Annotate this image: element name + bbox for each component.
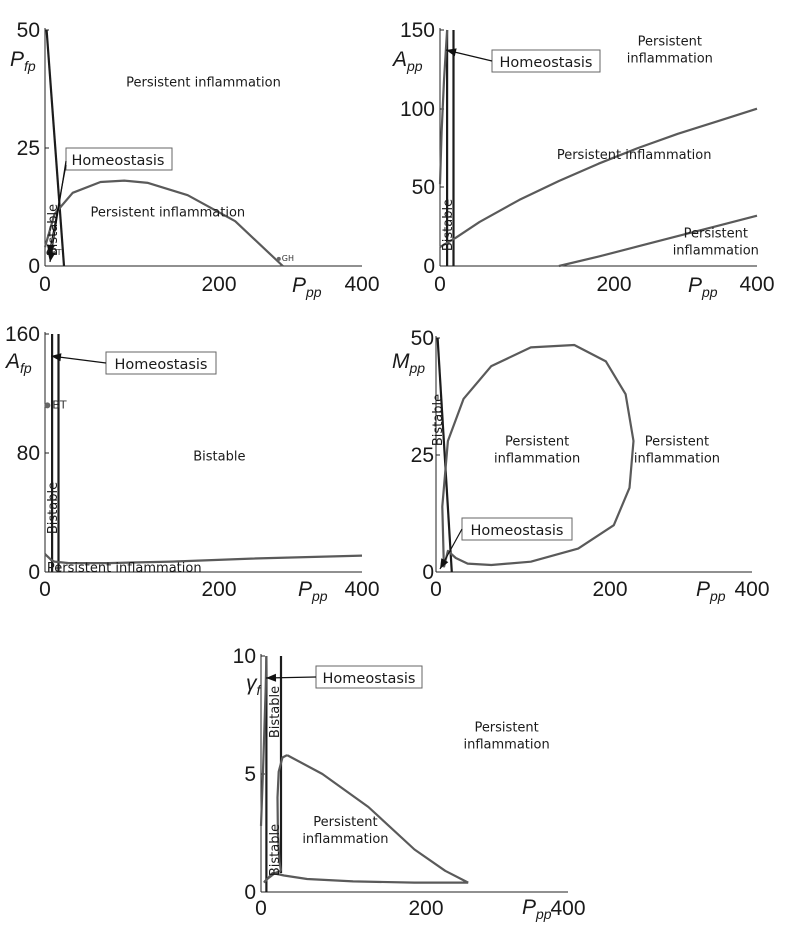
x-tick-label: 400 (550, 897, 585, 920)
y-tick-label: 50 (17, 19, 40, 42)
y-axis-label: γf (246, 672, 263, 698)
region-label: Persistent inflammation (627, 35, 713, 67)
y-tick-label: 5 (244, 763, 256, 786)
x-tick-label: 0 (434, 273, 446, 296)
series-line (436, 337, 453, 573)
region-label: Persistent inflammation (91, 205, 246, 220)
y-tick-label: 0 (244, 881, 256, 904)
region-label: Persistent inflammation (634, 435, 720, 467)
y-tick-label: 25 (411, 444, 434, 467)
y-axis-label: App (391, 48, 423, 74)
series-line (558, 214, 758, 268)
series-line (276, 754, 288, 871)
series-line (259, 655, 268, 826)
y-tick-label: 50 (412, 176, 435, 199)
y-tick-label: 50 (411, 327, 434, 350)
x-tick-label: 200 (596, 273, 631, 296)
x-tick-label: 200 (408, 897, 443, 920)
y-tick-label: 0 (28, 255, 40, 278)
series-line (44, 553, 363, 565)
bistable-label: Bistable (268, 824, 283, 876)
chart-panel-4: 0 25 50 0 200 400 Mpp Ppp Persistent inflammation… (392, 327, 770, 604)
region-label: Persistent inflammation (302, 815, 388, 847)
bifurcation-point (44, 402, 51, 409)
arrowhead (446, 48, 457, 57)
homeostasis-arrow (48, 164, 67, 256)
y-axis-label: Pfp (10, 48, 36, 74)
bifurcation-point-label: BT (51, 248, 61, 257)
bistable-label: Bistable (441, 199, 456, 251)
x-tick-label: 400 (734, 578, 769, 601)
y-tick-label: 25 (17, 137, 40, 160)
chart-panel-5: 0 5 10 0 200 400 γf Ppp Persistent inflammation Pe… (233, 645, 586, 922)
bistable-label: Bistable (46, 482, 61, 534)
y-tick-label: 0 (28, 561, 40, 584)
y-tick-label: 0 (423, 255, 435, 278)
x-axis-label: Ppp (522, 896, 552, 922)
x-axis-label: Ppp (298, 578, 328, 604)
chart-panel-1: 0 25 50 0 200 400 Pfp Ppp BT GH Persistent inflamm… (10, 19, 380, 300)
arrowhead (440, 558, 449, 569)
arrowhead (46, 244, 55, 255)
x-tick-label: 400 (344, 578, 379, 601)
bifurcation-point (276, 256, 281, 261)
homeostasis-label: Homeostasis (471, 523, 564, 539)
x-tick-label: 200 (201, 273, 236, 296)
x-tick-label: 0 (430, 578, 442, 601)
x-tick-label: 200 (201, 578, 236, 601)
arrowhead (51, 353, 62, 362)
series-line (45, 29, 66, 267)
region-label: Bistable (193, 449, 245, 464)
bistable-label: Bistable (431, 394, 446, 446)
y-tick-label: 150 (400, 19, 435, 42)
homeostasis-label: Homeostasis (72, 153, 165, 169)
x-tick-label: 200 (592, 578, 627, 601)
series-line (438, 29, 449, 185)
y-axis-label: Afp (4, 350, 32, 376)
region-label: Persistent inflammation (126, 76, 281, 91)
y-tick-label: 160 (5, 323, 40, 346)
homeostasis-label: Homeostasis (115, 357, 208, 373)
x-tick-label: 0 (39, 273, 51, 296)
bifurcation-point-label: BT (52, 398, 67, 411)
region-label: Persistent inflammation (47, 561, 202, 576)
y-axis-label: Mpp (392, 350, 425, 376)
x-tick-label: 0 (255, 897, 267, 920)
homeostasis-callout-box (65, 147, 173, 171)
series-line (286, 754, 469, 884)
region-label: Persistent inflammation (673, 227, 759, 259)
homeostasis-label: Homeostasis (323, 671, 416, 687)
chart-panel-2: 0 50 100 150 0 200 400 App Ppp Persistent inflamma… (391, 19, 775, 300)
region-label: Persistent inflammation (557, 148, 712, 163)
series-line (263, 872, 469, 884)
chart-panel-3: 0 80 160 0 200 400 Afp Ppp BT Bistable Persistent … (4, 323, 380, 604)
homeostasis-label: Homeostasis (500, 55, 593, 71)
series-line (441, 343, 635, 568)
x-tick-label: 400 (344, 273, 379, 296)
arrowhead (266, 673, 277, 682)
x-axis-label: Ppp (688, 274, 718, 300)
region-label: Persistent inflammation (463, 721, 549, 753)
y-tick-label: 0 (422, 561, 434, 584)
series-line (43, 179, 284, 267)
x-tick-label: 0 (39, 578, 51, 601)
series-line (439, 107, 758, 249)
y-tick-label: 80 (17, 442, 40, 465)
x-axis-label: Ppp (292, 274, 322, 300)
x-axis-label: Ppp (696, 578, 726, 604)
y-tick-label: 10 (233, 645, 256, 668)
bistable-label: Bistable (268, 686, 283, 738)
y-tick-label: 100 (400, 98, 435, 121)
bifurcation-point-label: GH (282, 254, 294, 263)
x-tick-label: 400 (739, 273, 774, 296)
region-label: Persistent inflammation (494, 435, 580, 467)
